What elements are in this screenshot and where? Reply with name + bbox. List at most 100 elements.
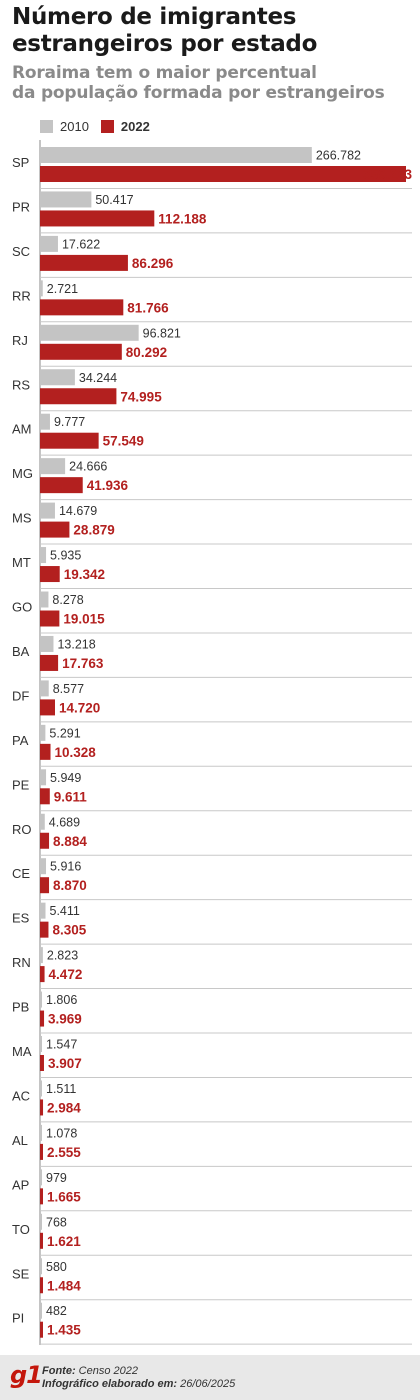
value-label-2010: 2.823 xyxy=(47,949,78,963)
category-label: GO xyxy=(12,600,32,615)
chart-subtitle-line-2: da população formada por estrangeiros xyxy=(12,83,385,103)
bar-2022 xyxy=(40,254,128,271)
value-label-2010: 5.949 xyxy=(50,771,81,785)
value-label-2022: 74.995 xyxy=(120,389,162,404)
category-label: MS xyxy=(12,511,32,526)
value-label-2010: 580 xyxy=(46,1260,67,1274)
bar-2022 xyxy=(40,521,70,538)
value-label-2010: 1.511 xyxy=(46,1082,76,1096)
category-label: BA xyxy=(12,644,30,659)
bar-2022 xyxy=(40,477,83,494)
value-label-2010: 8.278 xyxy=(52,593,83,607)
value-label-2022: 8.870 xyxy=(53,878,87,893)
bar-2010 xyxy=(40,1302,42,1319)
value-label-2022: 57.549 xyxy=(103,434,144,449)
bar-2022 xyxy=(40,1099,44,1116)
bar-2010 xyxy=(40,1258,42,1275)
category-label: RN xyxy=(12,955,31,970)
bar-2010 xyxy=(40,147,312,163)
category-label: PE xyxy=(12,777,30,792)
category-label: MT xyxy=(12,555,31,570)
category-label: MA xyxy=(12,1044,32,1059)
value-label-2022: 8.305 xyxy=(52,923,86,938)
legend-item-2010: 2010 xyxy=(40,119,89,134)
value-label-2010: 50.417 xyxy=(95,193,133,207)
category-label: RJ xyxy=(12,333,28,348)
value-label-2022: 8.884 xyxy=(53,834,87,849)
bar-2022 xyxy=(40,432,99,449)
bar-2022 xyxy=(40,388,117,405)
value-label-2022: 28.879 xyxy=(73,523,114,538)
value-label-2010: 1.547 xyxy=(46,1038,77,1052)
bar-2010 xyxy=(40,813,45,830)
bar-2010 xyxy=(40,502,55,519)
value-label-2010: 482 xyxy=(46,1304,67,1318)
bar-2022 xyxy=(40,210,155,227)
value-label-2010: 5.411 xyxy=(50,904,80,918)
category-label: RS xyxy=(12,377,30,392)
value-label-2022: 19.342 xyxy=(64,567,105,582)
bar-2022 xyxy=(40,1010,45,1027)
value-label-2010: 768 xyxy=(46,1215,67,1229)
bar-2010 xyxy=(40,235,58,252)
bar-2010 xyxy=(40,635,54,652)
value-label-2010: 24.666 xyxy=(69,460,107,474)
credit-value: 26/06/2025 xyxy=(180,1378,236,1390)
bar-2022 xyxy=(40,966,45,983)
legend-swatch-2022 xyxy=(100,120,114,133)
category-label: CE xyxy=(12,866,30,881)
bar-2010 xyxy=(40,1169,42,1186)
category-label: PR xyxy=(12,199,30,214)
bar-2022 xyxy=(40,343,122,360)
value-label-2022: 81.766 xyxy=(127,300,169,315)
value-label-2022: 9.611 xyxy=(54,789,88,804)
bar-2010 xyxy=(40,902,46,919)
value-label-2022: 1.665 xyxy=(47,1189,81,1204)
bar-2022 xyxy=(40,1188,43,1205)
bar-2022 xyxy=(40,1232,43,1249)
bar-2010 xyxy=(40,858,47,875)
bar-2022 xyxy=(40,1277,43,1294)
value-label-2010: 4.689 xyxy=(49,815,80,829)
bar-2022 xyxy=(40,788,50,805)
bar-2022 xyxy=(40,654,59,671)
value-label-2022: 14.720 xyxy=(59,700,100,715)
category-label: RR xyxy=(12,288,31,303)
value-label-2010: 14.679 xyxy=(59,504,97,518)
value-label-2010: 1.078 xyxy=(46,1126,77,1140)
value-label-2010: 17.622 xyxy=(62,237,100,251)
chart-subtitle: Roraima tem o maior percentual da popula… xyxy=(12,63,412,103)
bar-2010 xyxy=(40,1036,42,1052)
bar-2022 xyxy=(40,299,124,316)
credit-line: Infográfico elaborado em: 26/06/2025 xyxy=(42,1378,235,1391)
bar-2010 xyxy=(40,324,139,341)
bar-2010 xyxy=(40,947,43,964)
value-label-2010: 266.782 xyxy=(316,149,361,163)
value-label-2022: 10.328 xyxy=(55,745,97,760)
value-label-2010: 96.821 xyxy=(143,326,181,340)
chart-subtitle-line-1: Roraima tem o maior percentual xyxy=(12,63,317,83)
category-label: AP xyxy=(12,1177,29,1192)
source-line: Fonte: Censo 2022 xyxy=(42,1365,235,1378)
source-label: Fonte: xyxy=(42,1365,76,1377)
footer: g1 Fonte: Censo 2022 Infográfico elabora… xyxy=(0,1355,420,1400)
value-label-2022: 3.969 xyxy=(48,1012,82,1027)
category-label: AM xyxy=(12,422,32,437)
value-label-2022: 4.472 xyxy=(49,967,83,982)
category-label: MG xyxy=(12,466,33,481)
bar-2022 xyxy=(40,566,60,583)
category-label: SP xyxy=(12,155,29,170)
value-label-2010: 8.577 xyxy=(53,682,84,696)
category-label: TO xyxy=(12,1222,30,1237)
g1-logo: g1 xyxy=(10,1361,43,1389)
category-label: SE xyxy=(12,1266,30,1281)
category-label: RO xyxy=(12,822,32,837)
bar-2010 xyxy=(40,1080,42,1097)
bar-2010 xyxy=(40,413,50,430)
bar-2022 xyxy=(40,1321,43,1338)
bar-2022 xyxy=(40,1143,43,1160)
category-label: PI xyxy=(12,1311,24,1326)
category-label: AL xyxy=(12,1133,28,1148)
footer-text: Fonte: Censo 2022 Infográfico elaborado … xyxy=(42,1365,235,1391)
bar-2010 xyxy=(40,991,42,1008)
